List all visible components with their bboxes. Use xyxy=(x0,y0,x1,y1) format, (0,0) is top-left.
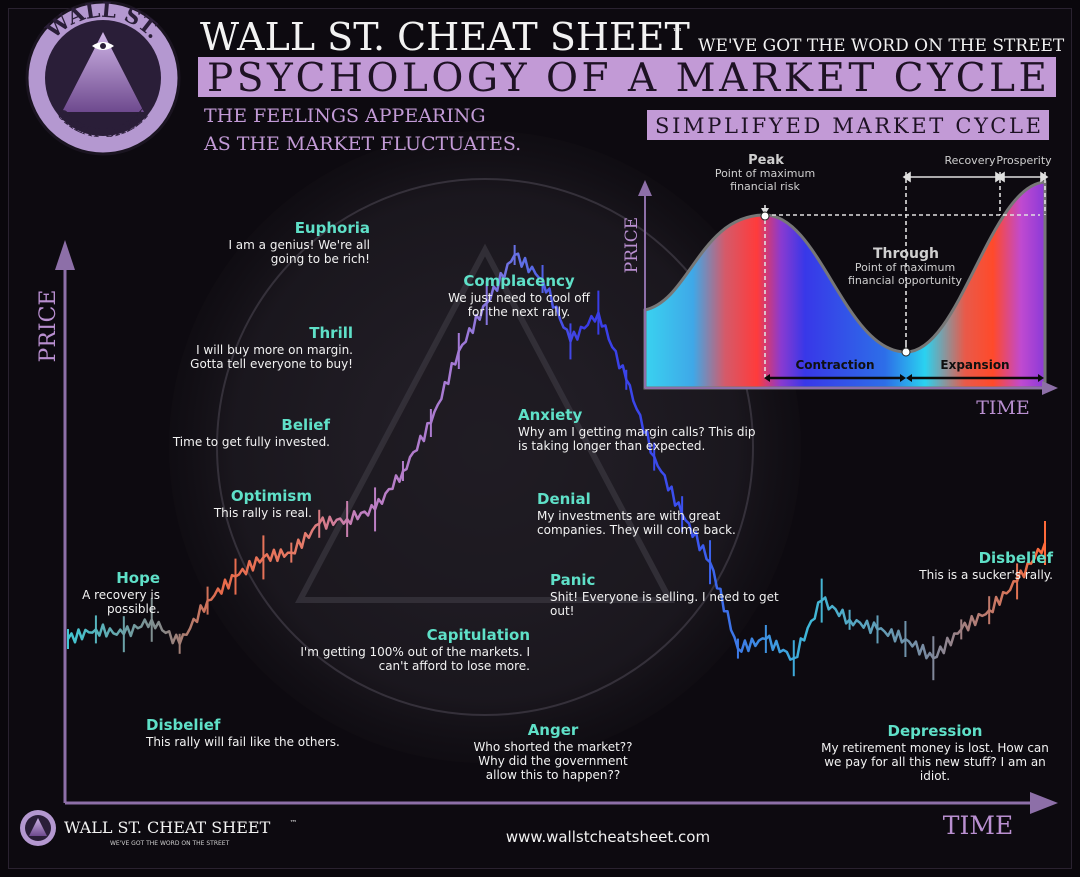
brand-tagline: WE'VE GOT THE WORD ON THE STREET xyxy=(698,36,1065,56)
footer-tagline: WE'VE GOT THE WORD ON THE STREET xyxy=(110,840,230,847)
main-price-series xyxy=(66,245,1047,681)
inset-peak-label: Peak xyxy=(748,153,784,168)
brand-title: WALL ST. CHEAT SHEET xyxy=(200,15,690,59)
inset-recovery-label: Recovery xyxy=(944,154,995,167)
brand-logo: WALL ST. CHEAT SHEET xyxy=(25,0,181,156)
inset-title: SIMPLIFYED MARKET CYCLE xyxy=(655,114,1041,138)
phase-euphoria: Euphoria I am a genius! We're all going … xyxy=(228,219,370,266)
phase-hope: Hope A recovery is possible. xyxy=(82,569,160,616)
footer-logo xyxy=(20,810,56,846)
phase-complacency: Complacency We just need to cool off for… xyxy=(448,272,590,319)
inset-cycle-area xyxy=(643,180,1047,390)
subtitle-line-1: THE FEELINGS APPEARING xyxy=(204,105,486,127)
footer-tm: ™ xyxy=(290,819,297,827)
phase-anxiety: Anxiety Why am I getting margin calls? T… xyxy=(518,406,756,453)
inset-contraction-label: Contraction xyxy=(795,358,874,372)
phase-thrill: Thrill I will buy more on margin. Gotta … xyxy=(190,324,353,371)
main-axes xyxy=(55,240,1058,814)
inset-expansion-label: Expansion xyxy=(940,358,1009,372)
title-banner xyxy=(198,57,1056,97)
phase-belief: Belief Time to get fully invested. xyxy=(172,416,330,449)
phase-optimism: Optimism This rally is real. xyxy=(213,487,312,520)
inset-title-banner xyxy=(647,110,1049,140)
phase-disbelief-start: Disbelief This rally will fail like the … xyxy=(146,716,340,749)
main-x-axis-label: TIME xyxy=(943,811,1013,840)
phase-denial: Denial My investments are with great com… xyxy=(537,490,736,537)
phase-capitulation: Capitulation I'm getting 100% out of the… xyxy=(300,626,530,673)
phase-disbelief-end: Disbelief This is a sucker's rally. xyxy=(919,549,1053,582)
inset-trough-label: Through xyxy=(873,246,939,262)
phase-anger: Anger Who shorted the market?? Why did t… xyxy=(473,721,633,782)
subtitle-line-2: AS THE MARKET FLUCTUATES. xyxy=(203,133,521,155)
phase-depression: Depression My retirement money is lost. … xyxy=(821,722,1049,783)
footer-url[interactable]: www.wallstcheatsheet.com xyxy=(506,828,710,846)
inset-peak-note: Point of maximum financial risk xyxy=(714,167,816,193)
main-y-axis-label: PRICE xyxy=(36,290,61,363)
footer-brand: WALL ST. CHEAT SHEET xyxy=(64,818,271,837)
watermark-seal xyxy=(169,131,801,763)
phase-panic: Panic Shit! Everyone is selling. I need … xyxy=(550,571,779,618)
inset-trough-note: Point of maximum financial opportunity xyxy=(847,261,963,287)
inset-y-axis-label: PRICE xyxy=(622,217,642,273)
brand-tm: ™ xyxy=(672,26,683,39)
inset-chart: SIMPLIFYED MARKET CYCLE PRICE TIME xyxy=(622,110,1058,419)
inset-prosperity-label: Prosperity xyxy=(996,154,1052,167)
inset-x-axis-label: TIME xyxy=(976,397,1030,419)
